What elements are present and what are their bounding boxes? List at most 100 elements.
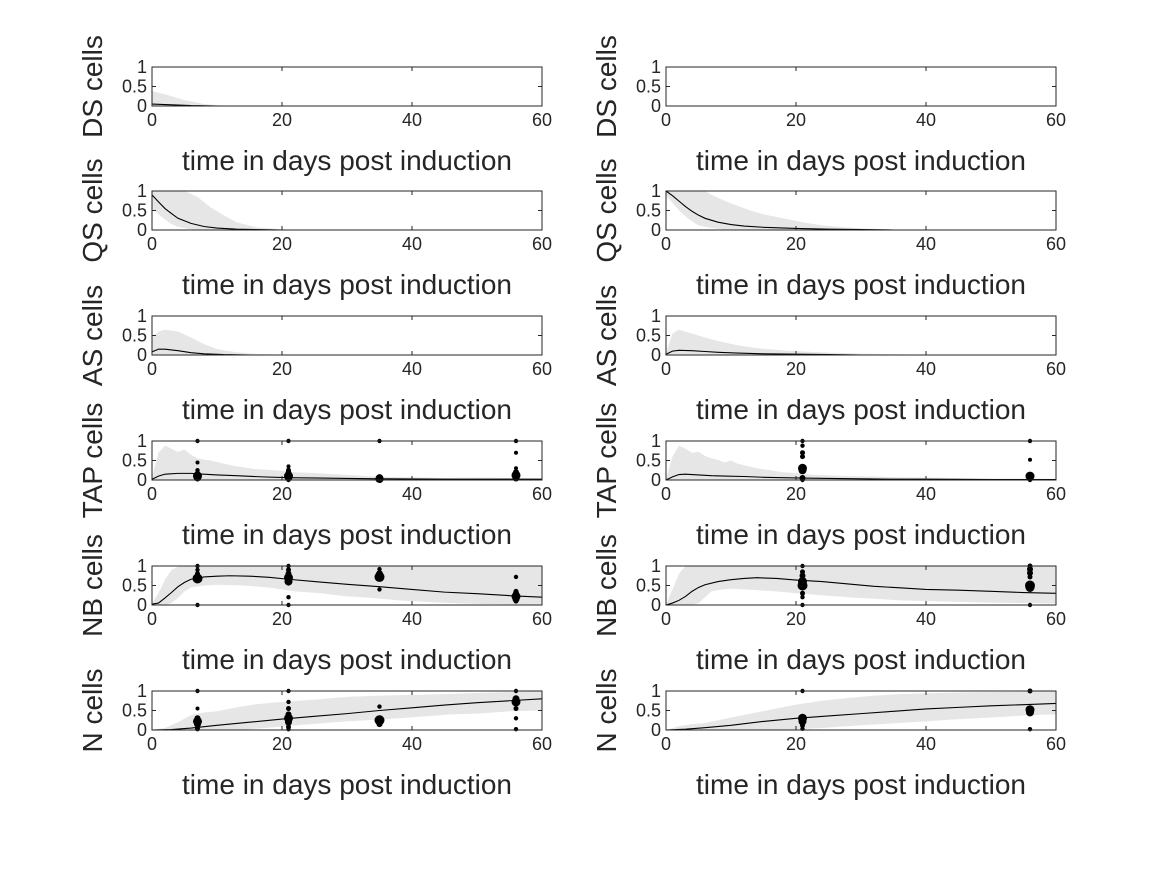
panel-right-6-ytick-label-0: 0 [651, 720, 661, 740]
panel-left-6-xtick-label-1: 20 [272, 734, 292, 754]
panel-left-4-xlabel: time in days post induction [182, 519, 512, 550]
panel-right-6-ylabel: N cells [591, 668, 622, 752]
panel-right-4-point-1 [800, 443, 805, 448]
panel-right-2-band [666, 191, 1056, 230]
panel-right-5-ytick-label-1: 0.5 [636, 576, 661, 596]
panel-left-6-point-19 [511, 697, 521, 707]
panel-right-6-mean-line [665, 702, 1057, 731]
panel-right-2: 0 20 40 60 00.51 time in days post induction Q… [591, 158, 1066, 300]
panel-right-6: 0 20 40 60 00.51 time in days post induction N… [591, 668, 1066, 800]
panel-left-1-xtick-label-2: 40 [402, 110, 422, 130]
panel-right-4-xlabel: time in days post induction [696, 519, 1026, 550]
panel-right-3-xtick-label-1: 20 [786, 359, 806, 379]
panel-left-6-xtick-label-2: 40 [402, 734, 422, 754]
panel-left-1-xtick-label-1: 20 [272, 110, 292, 130]
panel-right-4-point-5 [798, 466, 807, 475]
panel-right-1-ytick-label-2: 1 [651, 57, 661, 77]
panel-right-5-xtick-label-0: 0 [661, 609, 671, 629]
panel-right-3: 0 20 40 60 00.51 time in days post induction A… [591, 285, 1066, 425]
panel-left-5-mean-line [151, 575, 543, 605]
panel-right-5-ylabel: NB cells [591, 534, 622, 637]
panel-right-3-ylabel: AS cells [591, 285, 622, 386]
panel-right-2-xlabel: time in days post induction [696, 269, 1026, 300]
panel-left-4-point-18 [514, 466, 518, 471]
panel-left-1-ytick-label-2: 1 [137, 57, 147, 77]
panel-left-5-xtick-label-1: 20 [272, 609, 292, 629]
panel-right-1-xtick-label-1: 20 [786, 110, 806, 130]
panel-left-6-ytick-label-1: 0.5 [122, 701, 147, 721]
panel-right-6-xlabel: time in days post induction [696, 769, 1026, 800]
panel-left-6-point-1 [195, 706, 200, 711]
panel-left-3: 0 20 40 60 00.51 time in days post induction A… [77, 285, 552, 425]
panel-left-5-point-1 [195, 567, 200, 573]
panel-left-6-xtick-label-0: 0 [147, 734, 157, 754]
panel-left-5-point-17 [513, 574, 519, 580]
panel-left-6-band [152, 691, 542, 730]
panel-right-4-point-9 [1028, 457, 1032, 462]
panel-left-5-point-15 [374, 571, 385, 582]
panel-left-5-xtick-label-0: 0 [147, 609, 157, 629]
panel-left-5-ytick-label-0: 0 [137, 595, 147, 615]
panel-left-4-point-17 [514, 450, 518, 455]
panel-left-2-xtick-label-2: 40 [402, 234, 422, 254]
panel-left-3-ylabel: AS cells [77, 285, 108, 386]
panel-right-2-ytick-label-0: 0 [651, 220, 661, 240]
panel-right-3-ytick-label-0: 0 [651, 345, 661, 365]
panel-left-1-xtick-label-0: 0 [147, 110, 157, 130]
panel-right-5-ytick-label-0: 0 [651, 595, 661, 615]
panel-right-2-ylabel: QS cells [591, 158, 622, 262]
panel-left-4-point-1 [195, 460, 200, 465]
panel-left-4-xtick-label-0: 0 [147, 484, 157, 504]
panel-left-3-xtick-label-0: 0 [147, 359, 157, 379]
panel-right-5-point-6 [800, 595, 805, 600]
panel-left-3-xtick-label-2: 40 [402, 359, 422, 379]
panel-right-3-xtick-label-2: 40 [916, 359, 936, 379]
panel-right-2-ytick-label-2: 1 [651, 181, 661, 201]
panel-right-6-point-7 [1026, 708, 1034, 717]
panel-right-4-ylabel: TAP cells [591, 403, 622, 519]
panel-left-5-xtick-label-3: 60 [532, 609, 552, 629]
panel-left-5-point-11 [286, 595, 291, 600]
panel-left-4-xtick-label-1: 20 [272, 484, 292, 504]
panel-left-2-ylabel: QS cells [77, 158, 108, 262]
panel-left-5-ytick-label-2: 1 [137, 556, 147, 576]
panel-left-3-xtick-label-3: 60 [532, 359, 552, 379]
panel-right-1-ylabel: DS cells [591, 35, 622, 138]
panel-left-5-point-22 [513, 598, 519, 604]
panel-right-2-mean-line [665, 190, 1056, 231]
panel-right-3-xtick-label-0: 0 [661, 359, 671, 379]
panel-left-5-xlabel: time in days post induction [182, 644, 512, 675]
panel-left-2-xtick-label-1: 20 [272, 234, 292, 254]
panel-right-4-ytick-label-0: 0 [651, 470, 661, 490]
panel-left-6-point-21 [513, 716, 519, 721]
panel-left-4-ytick-label-1: 0.5 [122, 451, 147, 471]
panel-right-1: 0 20 40 60 00.51 time in days post induction D… [591, 35, 1066, 176]
panel-right-6-band [666, 691, 1056, 730]
panel-left-2-ytick-label-0: 0 [137, 220, 147, 240]
panel-left-4: 0 20 40 60 00.51 time in days post induction T… [77, 403, 552, 550]
panel-left-6-point-14 [377, 704, 382, 709]
panel-left-2-xtick-label-0: 0 [147, 234, 157, 254]
panel-right-6-xtick-label-0: 0 [661, 734, 671, 754]
panel-left-3-plot-area [152, 316, 542, 355]
panel-right-1-ytick-label-1: 0.5 [636, 77, 661, 97]
panel-right-4-point-3 [800, 454, 805, 460]
panel-right-5-mean-line [665, 577, 1057, 606]
panel-left-6-point-8 [286, 706, 291, 712]
panel-right-1-xlabel: time in days post induction [696, 145, 1026, 176]
panel-left-6-point-22 [513, 727, 519, 732]
panel-left-2-ytick-label-1: 0.5 [122, 201, 147, 221]
panel-right-4-xtick-label-1: 20 [786, 484, 806, 504]
panel-right-3-ytick-label-1: 0.5 [636, 326, 661, 346]
panel-left-4-ylabel: TAP cells [77, 403, 108, 519]
panel-right-3-band [666, 329, 1056, 355]
panel-right-4-band [666, 445, 1056, 480]
panel-left-2-ytick-label-2: 1 [137, 181, 147, 201]
panel-left-5-point-16 [377, 587, 382, 592]
panel-left-4-xtick-label-3: 60 [532, 484, 552, 504]
panel-left-6: 0 20 40 60 00.51 time in days post induction N… [77, 668, 552, 800]
panel-right-5-point-13 [1025, 582, 1035, 592]
panel-right-4-ytick-label-1: 0.5 [636, 451, 661, 471]
panel-left-6-point-13 [286, 727, 291, 732]
